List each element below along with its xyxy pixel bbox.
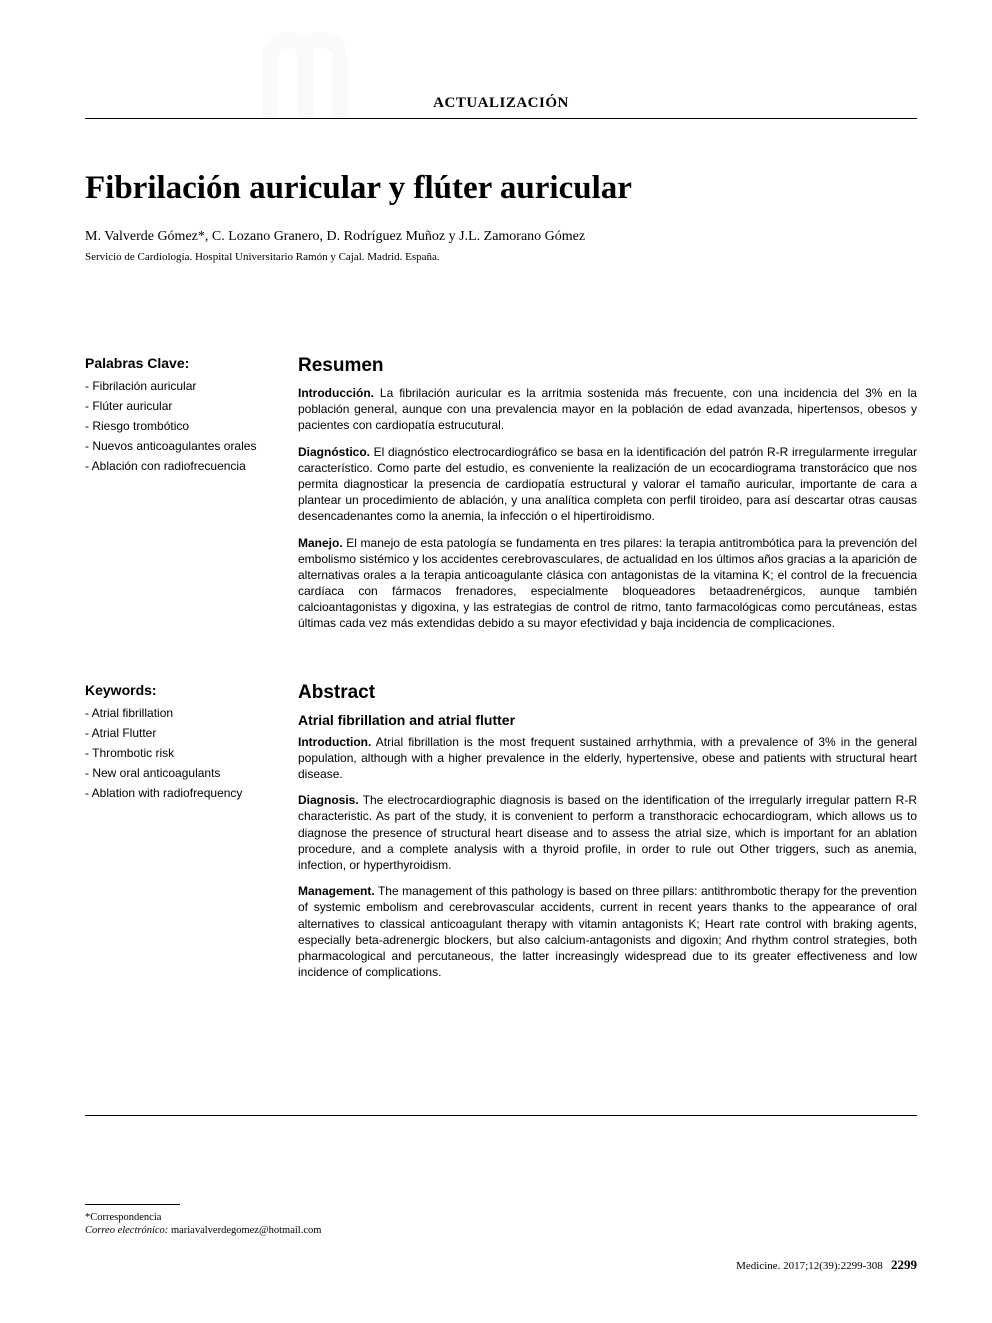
abstract-para-es: Diagnóstico. El diagnóstico electrocardi… (298, 444, 917, 525)
keyword-item: Fibrilación auricular (85, 379, 280, 393)
para-label: Manejo. (298, 536, 343, 550)
abstract-para-en: Diagnosis. The electrocardiographic diag… (298, 792, 917, 873)
abstract-para-es: Manejo. El manejo de esta patología se f… (298, 535, 917, 632)
keyword-item: Flúter auricular (85, 399, 280, 413)
footnote-rule (85, 1204, 180, 1205)
keyword-item: Ablation with radiofrequency (85, 786, 280, 800)
header-section: ACTUALIZACIÓN (85, 95, 917, 119)
correspondence-label: *Correspondencia (85, 1211, 435, 1225)
footnote-block: *Correspondencia Correo electrónico: mar… (85, 1204, 435, 1238)
para-text: La fibrilación auricular es la arritmia … (298, 386, 917, 432)
abstract-para-es: Introducción. La fibrilación auricular e… (298, 385, 917, 434)
keyword-item: Thrombotic risk (85, 746, 280, 760)
body-grid: Palabras Clave: Fibrilación auricular Fl… (85, 355, 917, 990)
abstract-english-block: Abstract Atrial fibrillation and atrial … (298, 642, 917, 991)
para-label: Management. (298, 884, 375, 898)
para-label: Diagnosis. (298, 793, 359, 807)
article-title: Fibrilación auricular y flúter auricular (85, 170, 917, 207)
keyword-item: Atrial Flutter (85, 726, 280, 740)
keyword-item: Atrial fibrillation (85, 706, 280, 720)
keywords-spanish-block: Palabras Clave: Fibrilación auricular Fl… (85, 355, 280, 642)
keyword-item: Riesgo trombótico (85, 419, 280, 433)
abstract-heading-es: Resumen (298, 355, 917, 377)
keywords-heading-es: Palabras Clave: (85, 355, 280, 371)
abstract-subtitle-en: Atrial fibrillation and atrial flutter (298, 712, 917, 728)
para-text: Atrial fibrillation is the most frequent… (298, 735, 917, 781)
keywords-english-block: Keywords: Atrial fibrillation Atrial Flu… (85, 642, 280, 991)
keywords-list-es: Fibrilación auricular Flúter auricular R… (85, 379, 280, 473)
abstract-para-en: Management. The management of this patho… (298, 883, 917, 980)
abstract-para-en: Introduction. Atrial fibrillation is the… (298, 734, 917, 783)
authors-line: M. Valverde Gómez*, C. Lozano Granero, D… (85, 229, 917, 245)
body-rule (85, 1115, 917, 1116)
email-label: Correo electrónico: (85, 1225, 168, 1236)
keyword-item: Nuevos anticoagulantes orales (85, 439, 280, 453)
email-address: mariavalverdegomez@hotmail.com (171, 1225, 322, 1236)
header-rule (85, 118, 917, 119)
page-number: 2299 (891, 1257, 917, 1272)
keywords-list-en: Atrial fibrillation Atrial Flutter Throm… (85, 706, 280, 800)
abstract-spanish-block: Resumen Introducción. La fibrilación aur… (298, 355, 917, 642)
para-label: Introducción. (298, 386, 374, 400)
affiliation-line: Servicio de Cardiología. Hospital Univer… (85, 251, 917, 263)
section-label: ACTUALIZACIÓN (85, 95, 917, 112)
para-label: Diagnóstico. (298, 445, 370, 459)
page-footer: Medicine. 2017;12(39):2299-308 2299 (736, 1257, 917, 1273)
para-text: The electrocardiographic diagnosis is ba… (298, 793, 917, 872)
keyword-item: New oral anticoagulants (85, 766, 280, 780)
para-label: Introduction. (298, 735, 371, 749)
abstract-heading-en: Abstract (298, 682, 917, 704)
para-text: El manejo de esta patología se fundament… (298, 536, 917, 631)
citation-text: Medicine. 2017;12(39):2299-308 (736, 1260, 883, 1272)
correspondence-email-line: Correo electrónico: mariavalverdegomez@h… (85, 1224, 435, 1238)
title-block: Fibrilación auricular y flúter auricular… (85, 170, 917, 263)
para-text: The management of this pathology is base… (298, 884, 917, 979)
para-text: El diagnóstico electrocardiográfico se b… (298, 445, 917, 524)
keywords-heading-en: Keywords: (85, 682, 280, 698)
keyword-item: Ablación con radiofrecuencia (85, 459, 280, 473)
